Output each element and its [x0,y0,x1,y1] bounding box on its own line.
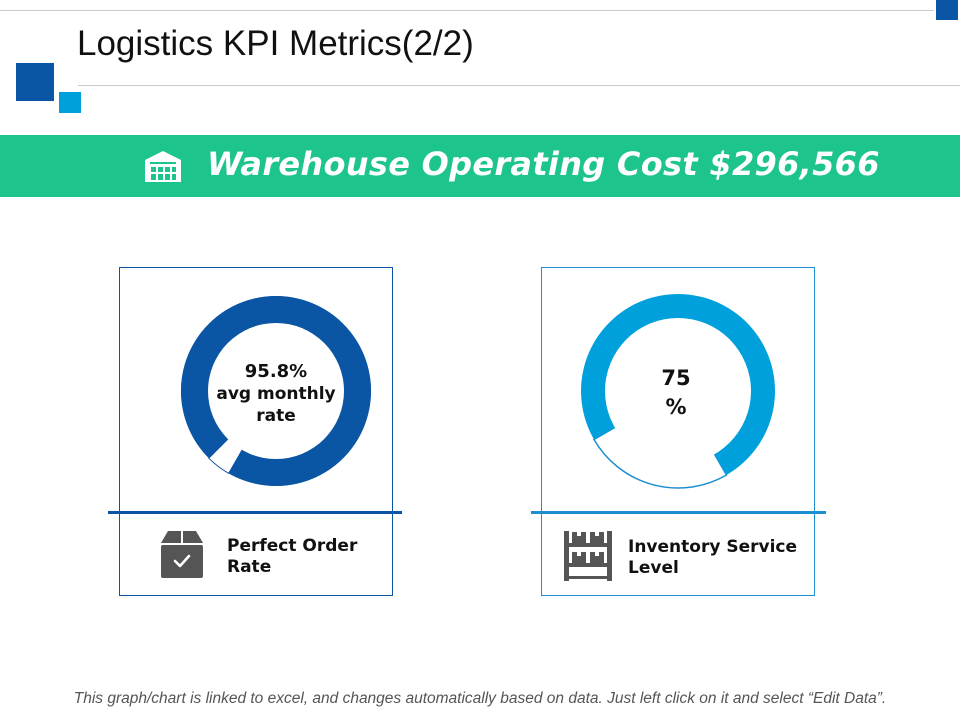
card-divider-perfect-order [108,511,402,514]
shelf-icon [564,531,612,581]
kpi-subtext: avg monthly rate [216,384,336,426]
warehouse-icon [145,151,181,182]
kpi-card-perfect-order: 95.8% avg monthly rate Perfect Order Rat… [119,267,393,596]
donut-hole [605,318,751,464]
title-accent-small [59,92,81,113]
kpi-value: 75 [661,366,691,390]
top-rule [0,10,934,11]
kpi-label: Inventory Service Level [628,537,798,578]
donut-hole [208,323,344,459]
donut-chart-inventory-service [581,293,776,489]
donut-center-label: 95.8% avg monthly rate [206,361,346,427]
page-title: Logistics KPI Metrics(2/2) [77,24,474,63]
title-rule [78,85,960,86]
corner-accent [936,0,958,20]
kpi-card-inventory-service: 75 % Inventory Service Level [541,267,815,596]
banner-text: Warehouse Operating Cost $296,566 [207,145,880,183]
title-accent-large [16,63,54,101]
kpi-value: 95.8% [244,361,308,382]
donut-center-label: 75 % [606,364,746,422]
kpi-label: Perfect Order Rate [227,536,358,577]
donut-chart-perfect-order [180,295,371,486]
cost-banner: Warehouse Operating Cost $296,566 [0,135,960,197]
box-check-icon [161,531,203,578]
card-divider-inventory-service [531,511,826,514]
kpi-unit: % [665,395,687,419]
footnote: This graph/chart is linked to excel, and… [73,690,887,707]
